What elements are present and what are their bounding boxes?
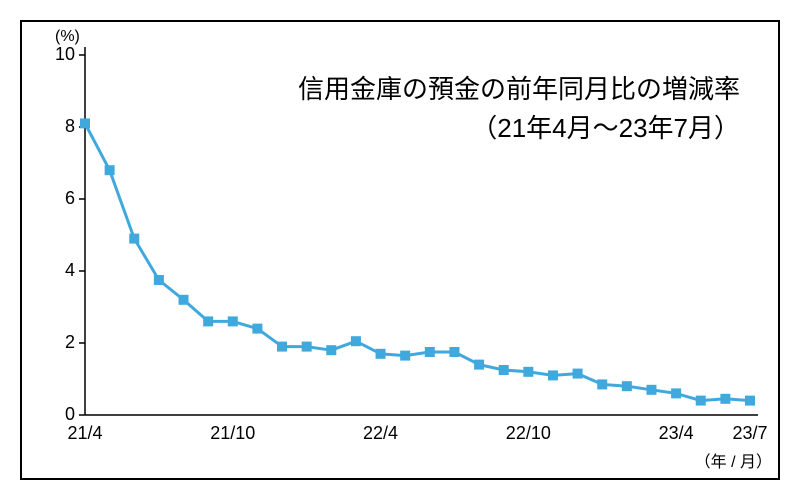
y-tick-label: 6 bbox=[45, 188, 75, 209]
x-tick-label: 23/4 bbox=[659, 423, 694, 444]
x-tick-label: 22/4 bbox=[363, 423, 398, 444]
x-tick-label: 21/4 bbox=[67, 423, 102, 444]
y-tick-label: 4 bbox=[45, 260, 75, 281]
y-tick-label: 8 bbox=[45, 116, 75, 137]
x-tick-label: 22/10 bbox=[506, 423, 551, 444]
y-tick-label: 10 bbox=[45, 44, 75, 65]
x-tick-label: 21/10 bbox=[210, 423, 255, 444]
y-tick-label: 2 bbox=[45, 332, 75, 353]
x-tick-label: 23/7 bbox=[732, 423, 767, 444]
y-tick-label: 0 bbox=[45, 404, 75, 425]
